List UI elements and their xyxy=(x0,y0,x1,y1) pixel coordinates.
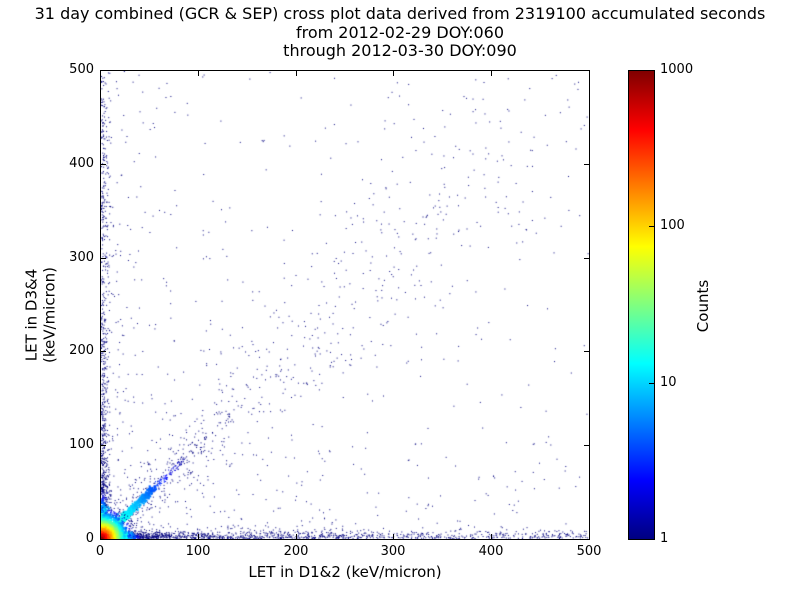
colorbar-tick-label: 100 xyxy=(660,218,685,233)
x-tick-mark xyxy=(393,534,394,539)
y-tick-mark xyxy=(584,445,589,446)
x-tick-mark xyxy=(589,534,590,539)
x-tick-mark xyxy=(393,71,394,76)
y-tick-mark xyxy=(101,445,106,446)
x-tick-label: 0 xyxy=(95,544,105,559)
x-axis-label: LET in D1&2 (keV/micron) xyxy=(248,563,442,581)
y-tick-label: 0 xyxy=(85,531,94,546)
x-tick-mark xyxy=(198,534,199,539)
y-tick-label: 500 xyxy=(69,62,94,77)
x-tick-label: 500 xyxy=(576,544,602,559)
x-tick-mark xyxy=(296,71,297,76)
x-tick-label: 400 xyxy=(478,544,504,559)
y-tick-mark xyxy=(584,164,589,165)
colorbar-tick-label: 10 xyxy=(660,375,677,390)
x-tick-label: 300 xyxy=(380,544,406,559)
x-tick-mark xyxy=(491,534,492,539)
y-tick-mark xyxy=(101,539,106,540)
y-tick-label: 200 xyxy=(69,343,94,358)
y-tick-mark xyxy=(101,351,106,352)
y-tick-mark xyxy=(101,70,106,71)
plot-subtitle-through: through 2012-03-30 DOY:090 xyxy=(283,41,517,60)
x-tick-mark xyxy=(100,71,101,76)
y-tick-label: 300 xyxy=(69,250,94,265)
colorbar-tick-label: 1 xyxy=(660,531,669,546)
x-tick-mark xyxy=(296,534,297,539)
colorbar-tick-mark xyxy=(649,383,654,384)
x-tick-mark xyxy=(100,534,101,539)
scatter-canvas xyxy=(101,71,589,539)
plot-subtitle-from: from 2012-02-29 DOY:060 xyxy=(295,23,504,42)
x-tick-label: 100 xyxy=(185,544,211,559)
plot-area xyxy=(100,70,590,540)
plot-title: 31 day combined (GCR & SEP) cross plot d… xyxy=(34,4,766,23)
x-tick-mark xyxy=(198,71,199,76)
x-tick-mark xyxy=(491,71,492,76)
y-tick-mark xyxy=(101,258,106,259)
colorbar-gradient xyxy=(628,70,655,540)
y-tick-mark xyxy=(584,70,589,71)
y-tick-mark xyxy=(584,351,589,352)
x-tick-label: 200 xyxy=(283,544,309,559)
y-tick-label: 400 xyxy=(69,156,94,171)
colorbar-tick-mark xyxy=(649,539,654,540)
colorbar-label: Counts xyxy=(694,279,712,333)
colorbar-tick-mark xyxy=(649,70,654,71)
x-tick-mark xyxy=(589,71,590,76)
y-tick-mark xyxy=(584,539,589,540)
y-tick-mark xyxy=(584,258,589,259)
y-tick-mark xyxy=(101,164,106,165)
colorbar-tick-label: 1000 xyxy=(660,62,694,77)
y-tick-label: 100 xyxy=(69,437,94,452)
colorbar-tick-mark xyxy=(649,226,654,227)
